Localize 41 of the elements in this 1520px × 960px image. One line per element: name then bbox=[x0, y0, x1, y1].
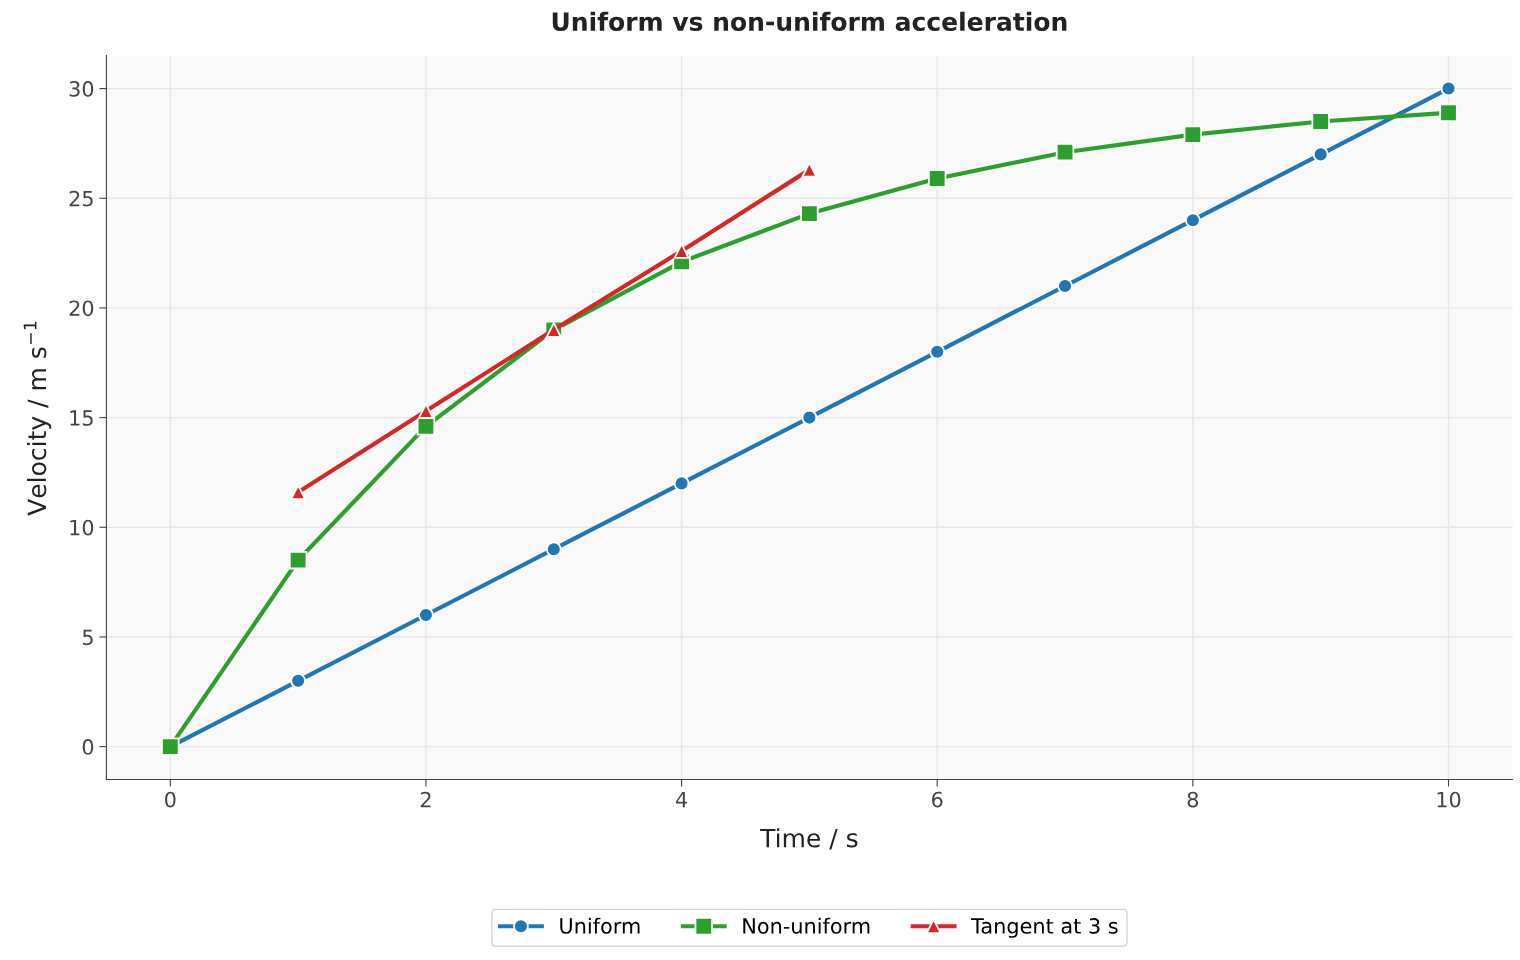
point bbox=[290, 672, 306, 689]
x-tick-label: 6 bbox=[932, 791, 943, 808]
point bbox=[288, 550, 308, 570]
point bbox=[418, 403, 434, 419]
legend-label: Tangent at 3 s bbox=[971, 918, 1118, 938]
x-tick-label: 4 bbox=[675, 791, 688, 808]
point bbox=[290, 484, 306, 501]
y-tick-label: 20 bbox=[69, 300, 94, 317]
y-tick-label: 10 bbox=[70, 519, 94, 536]
x-axis-title: Time / s bbox=[760, 828, 858, 850]
point bbox=[673, 475, 690, 492]
point bbox=[1185, 212, 1201, 229]
legend-label: Uniform bbox=[560, 917, 640, 934]
point bbox=[1055, 142, 1075, 162]
point bbox=[1057, 278, 1073, 294]
x-tick-label: 2 bbox=[420, 791, 431, 808]
point bbox=[1439, 103, 1458, 122]
y-tick-label: 5 bbox=[82, 629, 93, 646]
chart-title: Uniform vs non-uniform acceleration bbox=[552, 11, 1067, 32]
y-tick-label: 15 bbox=[70, 410, 93, 426]
point bbox=[673, 243, 690, 259]
y-tick-label: 25 bbox=[69, 190, 93, 207]
y-tick-label: 0 bbox=[82, 739, 94, 755]
y-tick-label: 30 bbox=[69, 81, 94, 97]
point bbox=[1440, 80, 1457, 97]
point bbox=[801, 409, 818, 426]
x-tick-label: 8 bbox=[1187, 791, 1199, 808]
point bbox=[545, 541, 562, 558]
point bbox=[1183, 125, 1203, 144]
point bbox=[1311, 112, 1330, 131]
point bbox=[418, 607, 434, 623]
y-axis-title: Velocity / m s$^{−1}$ bbox=[23, 321, 52, 516]
legend-label: Non-uniform bbox=[743, 917, 870, 934]
point bbox=[416, 417, 436, 436]
x-tick-label: 10 bbox=[1437, 791, 1461, 808]
point bbox=[927, 169, 947, 188]
point bbox=[800, 204, 819, 223]
point bbox=[801, 161, 818, 178]
point bbox=[1312, 146, 1329, 163]
x-tick-label: 0 bbox=[165, 791, 176, 808]
point bbox=[929, 343, 946, 360]
